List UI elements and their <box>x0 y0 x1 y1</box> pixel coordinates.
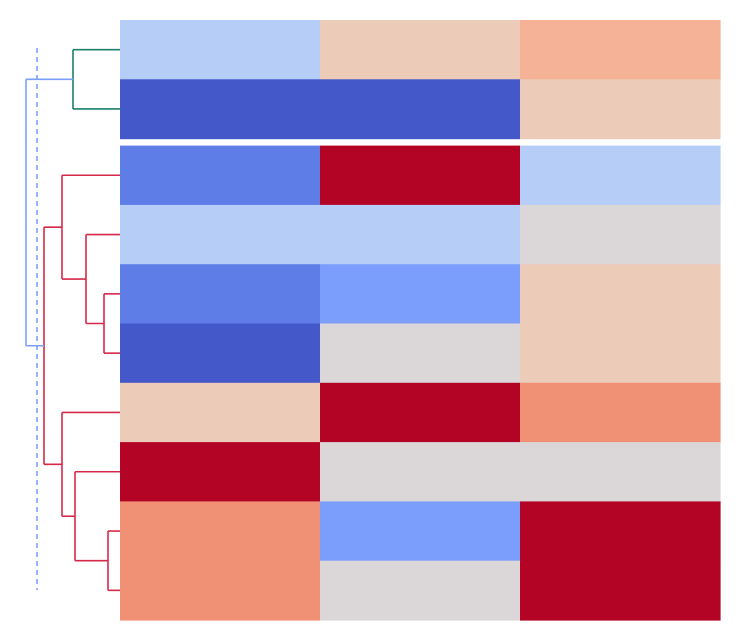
heatmap-cell <box>520 20 721 80</box>
heatmap-cell <box>120 20 321 80</box>
heatmap-cell <box>320 501 521 562</box>
heatmap-cell <box>520 79 721 140</box>
heatmap-cell <box>320 145 521 206</box>
heatmap-cell <box>520 145 721 206</box>
heatmap-cell <box>120 560 321 621</box>
heatmap-cell <box>120 79 321 140</box>
heatmap-cell <box>520 442 721 502</box>
heatmap-cell <box>520 501 721 562</box>
heatmap-cell <box>320 560 521 621</box>
heatmap-cell <box>520 382 721 443</box>
heatmap-cell <box>320 382 521 443</box>
heatmap-cell <box>120 145 321 206</box>
heatmap-cell <box>120 204 321 265</box>
heatmap-cell <box>320 264 521 325</box>
heatmap-cell <box>120 382 321 443</box>
heatmap-cell <box>320 323 521 384</box>
heatmap-cell <box>520 323 721 384</box>
heatmap-cell <box>320 204 521 265</box>
heatmap-cell <box>120 501 321 562</box>
heatmap-grid <box>120 20 721 621</box>
heatmap-cell <box>520 560 721 621</box>
heatmap-cell <box>120 264 321 325</box>
heatmap-cell <box>520 204 721 265</box>
heatmap-cell <box>120 442 321 502</box>
heatmap-cell <box>320 20 521 80</box>
heatmap-cell <box>320 79 521 140</box>
heatmap-cell <box>520 264 721 325</box>
row-dendrogram <box>25 48 120 592</box>
heatmap-cell <box>120 323 321 384</box>
heatmap-cell <box>320 442 521 502</box>
